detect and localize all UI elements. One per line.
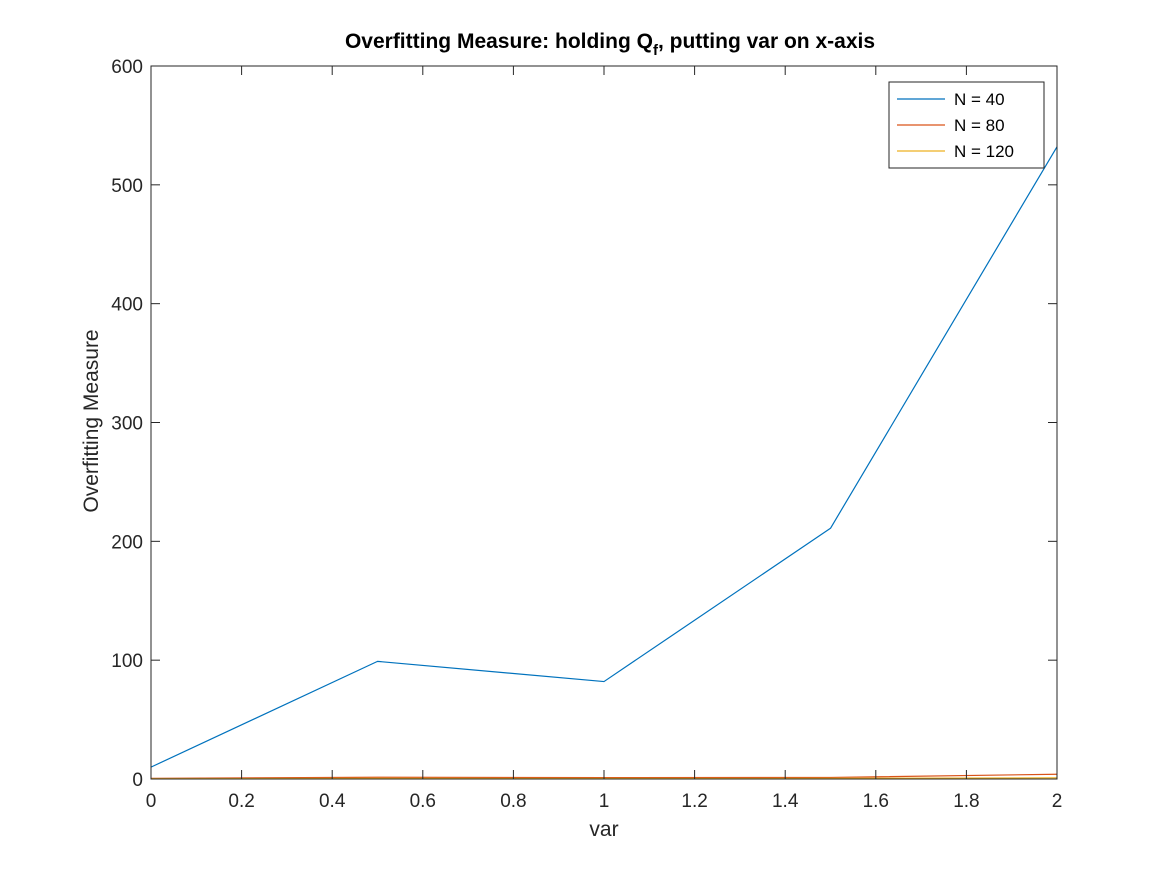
y-tick-label: 100	[111, 651, 143, 672]
y-tick-label: 300	[111, 414, 143, 435]
legend-label-2: N = 80	[954, 116, 1005, 135]
x-tick-label: 0.4	[319, 791, 346, 812]
chart-title: Overfitting Measure: holding Qf, putting…	[345, 30, 875, 59]
x-tick-label: 0.6	[410, 791, 436, 812]
y-tick-label: 400	[111, 295, 143, 316]
x-tick-label: 2	[1052, 791, 1063, 812]
x-tick-label: 0	[146, 791, 157, 812]
chart-title-suffix: , putting var on x-axis	[658, 30, 875, 53]
x-axis-label: var	[589, 818, 618, 841]
series-line-1	[150, 146, 1058, 768]
plot-area: 0 0.2 0.4 0.6 0.8 1 1.2 1.4 1.6 1.8 2 0 100 200 300 400…	[111, 57, 1062, 812]
x-tick-label: 1.8	[953, 791, 979, 812]
chart-title-prefix: Overfitting Measure: holding Q	[345, 30, 653, 53]
x-tick-label: 0.2	[228, 791, 254, 812]
x-tick-label: 0.8	[500, 791, 526, 812]
chart-title-subscript: f	[653, 42, 659, 59]
x-tick-label: 1.6	[863, 791, 889, 812]
x-tick-label: 1.4	[772, 791, 799, 812]
y-axis-label: Overfitting Measure	[80, 329, 103, 512]
legend: N = 40 N = 80 N = 120	[888, 81, 1045, 169]
legend-label-3: N = 120	[954, 142, 1014, 161]
x-tick-label: 1	[599, 791, 610, 812]
legend-label-1: N = 40	[954, 90, 1005, 109]
x-tick-label: 1.2	[681, 791, 707, 812]
y-tick-label: 600	[111, 57, 143, 78]
y-tick-label: 500	[111, 176, 143, 197]
y-tick-label: 0	[132, 770, 143, 791]
y-tick-label: 200	[111, 532, 143, 553]
